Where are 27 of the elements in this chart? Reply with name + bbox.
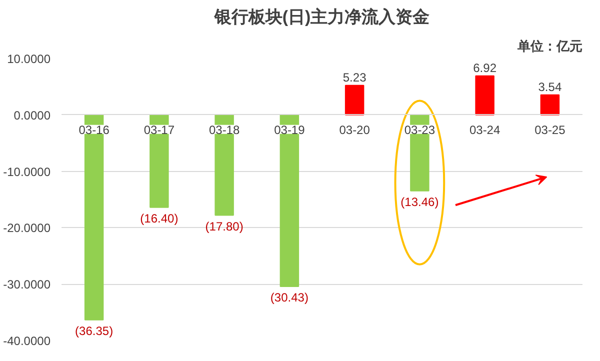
y-tick-label: -30.0000 xyxy=(3,278,51,292)
x-tick-label: 03-18 xyxy=(208,122,240,137)
y-tick-label: -20.0000 xyxy=(3,221,51,236)
chart-subtitle: 单位：亿元 xyxy=(516,38,582,54)
x-tick-label: 03-17 xyxy=(144,122,175,137)
x-tick-label: 03-20 xyxy=(339,122,370,137)
x-tick-label: 03-24 xyxy=(469,122,500,137)
data-label: (13.46) xyxy=(400,194,439,209)
bar xyxy=(540,94,560,116)
data-label: (17.80) xyxy=(205,219,244,234)
x-tick-label: 03-23 xyxy=(404,122,436,137)
chart-title: 银行板块(日)主力净流入资金 xyxy=(213,8,430,26)
y-tick-label: 0.0000 xyxy=(14,108,51,122)
bar xyxy=(344,84,364,116)
y-tick-label: 10.0000 xyxy=(7,52,51,66)
data-label: (36.35) xyxy=(75,324,114,338)
data-label: 5.23 xyxy=(342,70,367,84)
bar xyxy=(475,75,494,116)
x-tick-label: 03-19 xyxy=(274,122,306,137)
x-tick-label: 03-16 xyxy=(78,122,110,137)
y-tick-label: -10.0000 xyxy=(3,164,51,179)
data-label: (16.40) xyxy=(140,211,178,226)
data-label: (30.43) xyxy=(270,290,308,305)
data-label: 3.54 xyxy=(538,80,562,94)
x-tick-label: 03-25 xyxy=(534,122,566,137)
y-tick-label: -40.0000 xyxy=(3,334,51,348)
data-label: 6.92 xyxy=(473,60,497,75)
